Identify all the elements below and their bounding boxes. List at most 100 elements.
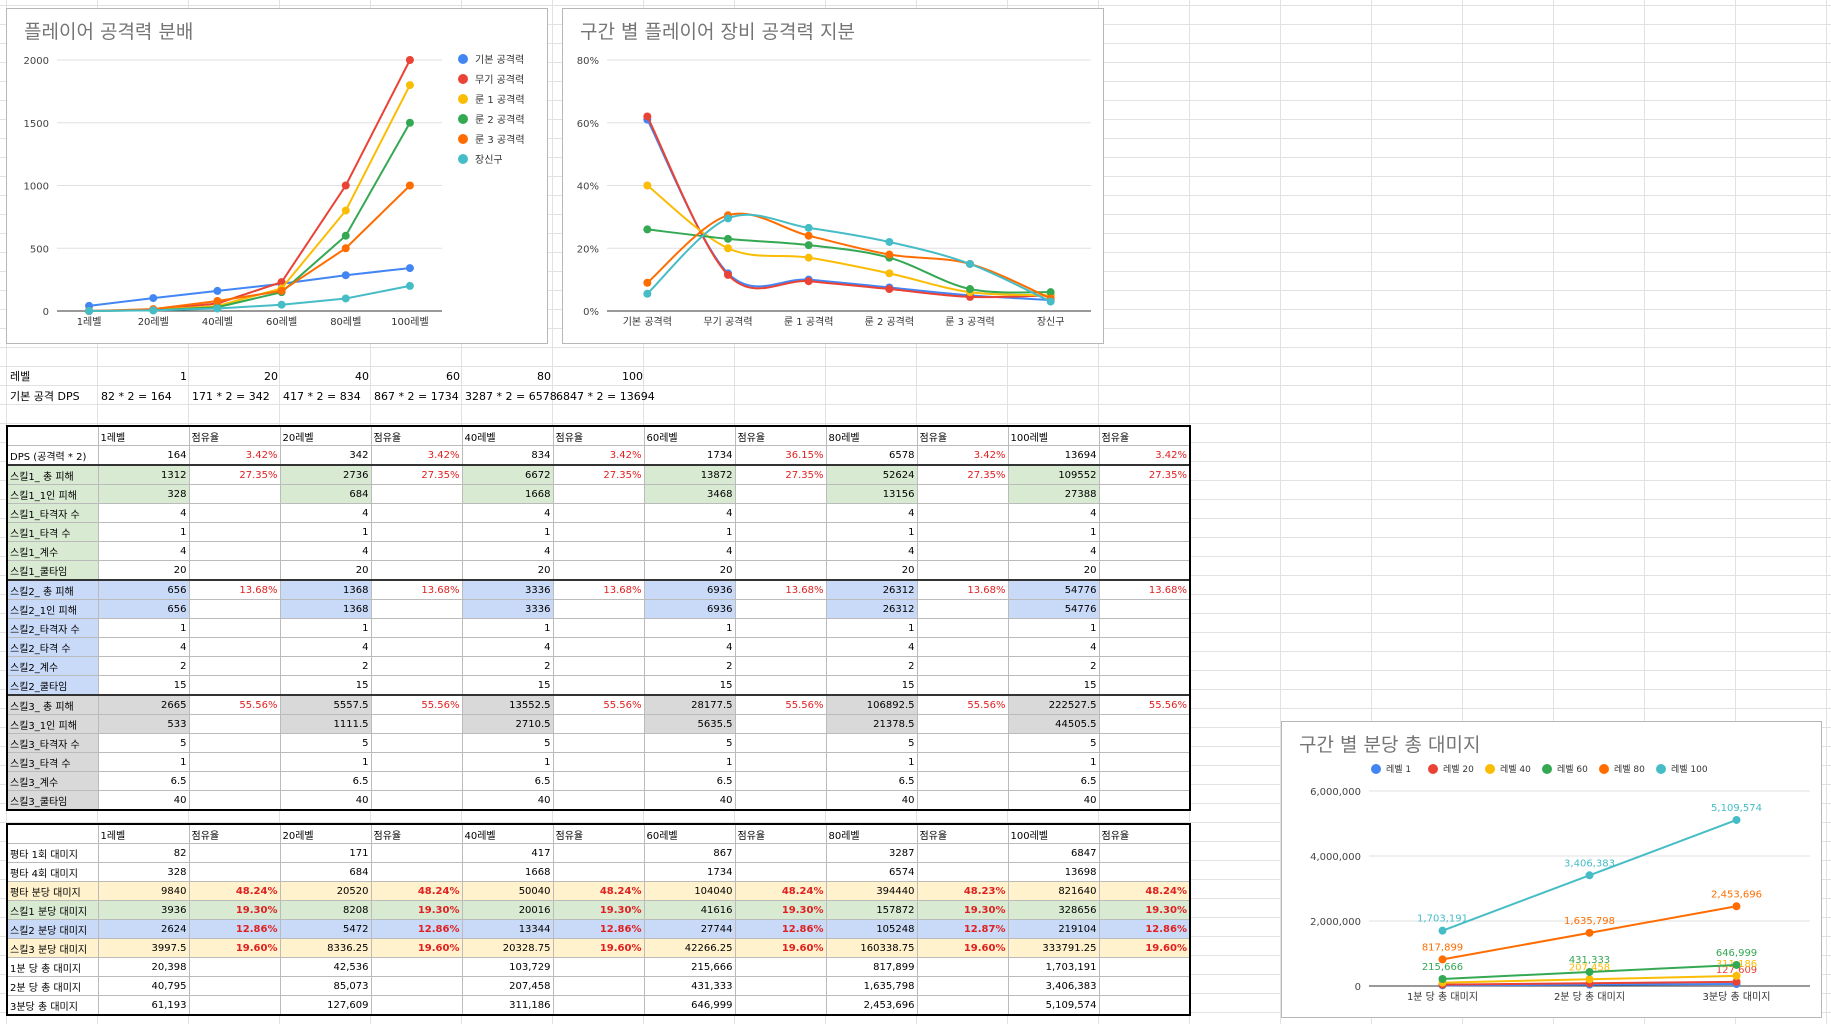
- table-cell[interactable]: 20: [643, 560, 736, 581]
- table-cell[interactable]: 13.68%: [916, 579, 1009, 600]
- table-cell[interactable]: 5557.5: [279, 694, 372, 715]
- table-cell[interactable]: [734, 790, 827, 811]
- table-cell[interactable]: 5: [825, 733, 918, 753]
- table-cell[interactable]: 50040: [461, 881, 554, 901]
- table-cell[interactable]: [188, 599, 281, 619]
- table-cell[interactable]: 41616: [643, 900, 736, 920]
- column-header[interactable]: 점유율: [916, 823, 1009, 844]
- table-cell[interactable]: [370, 843, 463, 863]
- table-cell[interactable]: [1098, 675, 1191, 696]
- table-cell[interactable]: [188, 503, 281, 523]
- table-cell[interactable]: [552, 843, 645, 863]
- table-cell[interactable]: [188, 790, 281, 811]
- table-cell[interactable]: 27.35%: [370, 464, 463, 485]
- table-cell[interactable]: 160338.75: [825, 938, 918, 958]
- table-cell[interactable]: [370, 752, 463, 772]
- table-cell[interactable]: 26312: [825, 599, 918, 619]
- table-cell[interactable]: 6.5: [643, 771, 736, 791]
- table-cell[interactable]: 1,703,191: [1007, 957, 1100, 977]
- column-header[interactable]: 점유율: [552, 823, 645, 844]
- table-cell[interactable]: [188, 560, 281, 581]
- table-cell[interactable]: 6.5: [97, 771, 190, 791]
- table-cell[interactable]: 28177.5: [643, 694, 736, 715]
- table-cell[interactable]: [370, 503, 463, 523]
- table-cell[interactable]: 646,999: [643, 995, 736, 1016]
- table-cell[interactable]: 6936: [643, 599, 736, 619]
- table-cell[interactable]: [1098, 843, 1191, 863]
- row-label[interactable]: 스킬1_ 총 피해: [6, 464, 99, 485]
- table-cell[interactable]: 2: [461, 656, 554, 676]
- table-cell[interactable]: 48.24%: [734, 881, 827, 901]
- table-cell[interactable]: 3.42%: [188, 445, 281, 466]
- row-label[interactable]: 스킬1 분당 대미지: [6, 900, 99, 920]
- table-cell[interactable]: 13.68%: [370, 579, 463, 600]
- row-label[interactable]: 스킬2_계수: [6, 656, 99, 676]
- row-label[interactable]: 스킬1_타격자 수: [6, 503, 99, 523]
- table-cell[interactable]: [1098, 862, 1191, 882]
- table-cell[interactable]: 1: [279, 522, 372, 542]
- table-cell[interactable]: 4: [825, 637, 918, 657]
- table-cell[interactable]: 13698: [1007, 862, 1100, 882]
- table-cell[interactable]: 4: [461, 541, 554, 561]
- table-cell[interactable]: 1: [1007, 522, 1100, 542]
- table-cell[interactable]: 5: [279, 733, 372, 753]
- table-cell[interactable]: 4: [279, 503, 372, 523]
- table-cell[interactable]: 36.15%: [734, 445, 827, 466]
- table-cell[interactable]: [1098, 560, 1191, 581]
- table-cell[interactable]: 3936: [97, 900, 190, 920]
- table-cell[interactable]: [188, 976, 281, 996]
- column-header[interactable]: 점유율: [1098, 823, 1191, 844]
- table-cell[interactable]: 3997.5: [97, 938, 190, 958]
- table-cell[interactable]: [734, 957, 827, 977]
- row-label[interactable]: 스킬3_ 총 피해: [6, 694, 99, 715]
- column-header[interactable]: 60레벨: [643, 823, 736, 844]
- table-cell[interactable]: 42266.25: [643, 938, 736, 958]
- table-cell[interactable]: [734, 976, 827, 996]
- table-cell[interactable]: 6.5: [825, 771, 918, 791]
- table-cell[interactable]: 328: [97, 484, 190, 504]
- table-cell[interactable]: 19.30%: [188, 900, 281, 920]
- table-cell[interactable]: 48.23%: [916, 881, 1009, 901]
- table-cell[interactable]: [1098, 733, 1191, 753]
- table-cell[interactable]: 1111.5: [279, 714, 372, 734]
- table-cell[interactable]: [370, 675, 463, 696]
- table-cell[interactable]: 834: [461, 445, 554, 466]
- table-cell[interactable]: 1368: [279, 599, 372, 619]
- table-cell[interactable]: 48.24%: [370, 881, 463, 901]
- table-cell[interactable]: [1098, 503, 1191, 523]
- table-cell[interactable]: [552, 656, 645, 676]
- table-cell[interactable]: 171: [279, 843, 372, 863]
- table-cell[interactable]: [916, 484, 1009, 504]
- table-cell[interactable]: [734, 771, 827, 791]
- table-cell[interactable]: 817,899: [825, 957, 918, 977]
- table-cell[interactable]: 1: [643, 522, 736, 542]
- table-cell[interactable]: 1: [643, 618, 736, 638]
- row-label[interactable]: 스킬2_타격자 수: [6, 618, 99, 638]
- table-cell[interactable]: 4: [643, 541, 736, 561]
- table-cell[interactable]: [916, 599, 1009, 619]
- table-cell[interactable]: [734, 843, 827, 863]
- table-cell[interactable]: 2,453,696: [825, 995, 918, 1016]
- table-cell[interactable]: [916, 733, 1009, 753]
- table-cell[interactable]: 15: [97, 675, 190, 696]
- table-cell[interactable]: 1668: [461, 862, 554, 882]
- table-cell[interactable]: 12.86%: [370, 919, 463, 939]
- table-cell[interactable]: [916, 790, 1009, 811]
- table-cell[interactable]: 684: [279, 484, 372, 504]
- table-cell[interactable]: 1: [1007, 752, 1100, 772]
- table-cell[interactable]: 533: [97, 714, 190, 734]
- table-cell[interactable]: [1098, 637, 1191, 657]
- table-cell[interactable]: 12.86%: [1098, 919, 1191, 939]
- table-cell[interactable]: 19.60%: [552, 938, 645, 958]
- table-cell[interactable]: [916, 656, 1009, 676]
- table-cell[interactable]: 12.86%: [552, 919, 645, 939]
- table-cell[interactable]: 656: [97, 579, 190, 600]
- table-cell[interactable]: 2: [97, 656, 190, 676]
- table-cell[interactable]: 1: [461, 752, 554, 772]
- column-header[interactable]: 80레벨: [825, 425, 918, 446]
- table-cell[interactable]: 52624: [825, 464, 918, 485]
- table-cell[interactable]: 1: [825, 752, 918, 772]
- table-cell[interactable]: 684: [279, 862, 372, 882]
- table-cell[interactable]: [916, 976, 1009, 996]
- table-cell[interactable]: [1098, 957, 1191, 977]
